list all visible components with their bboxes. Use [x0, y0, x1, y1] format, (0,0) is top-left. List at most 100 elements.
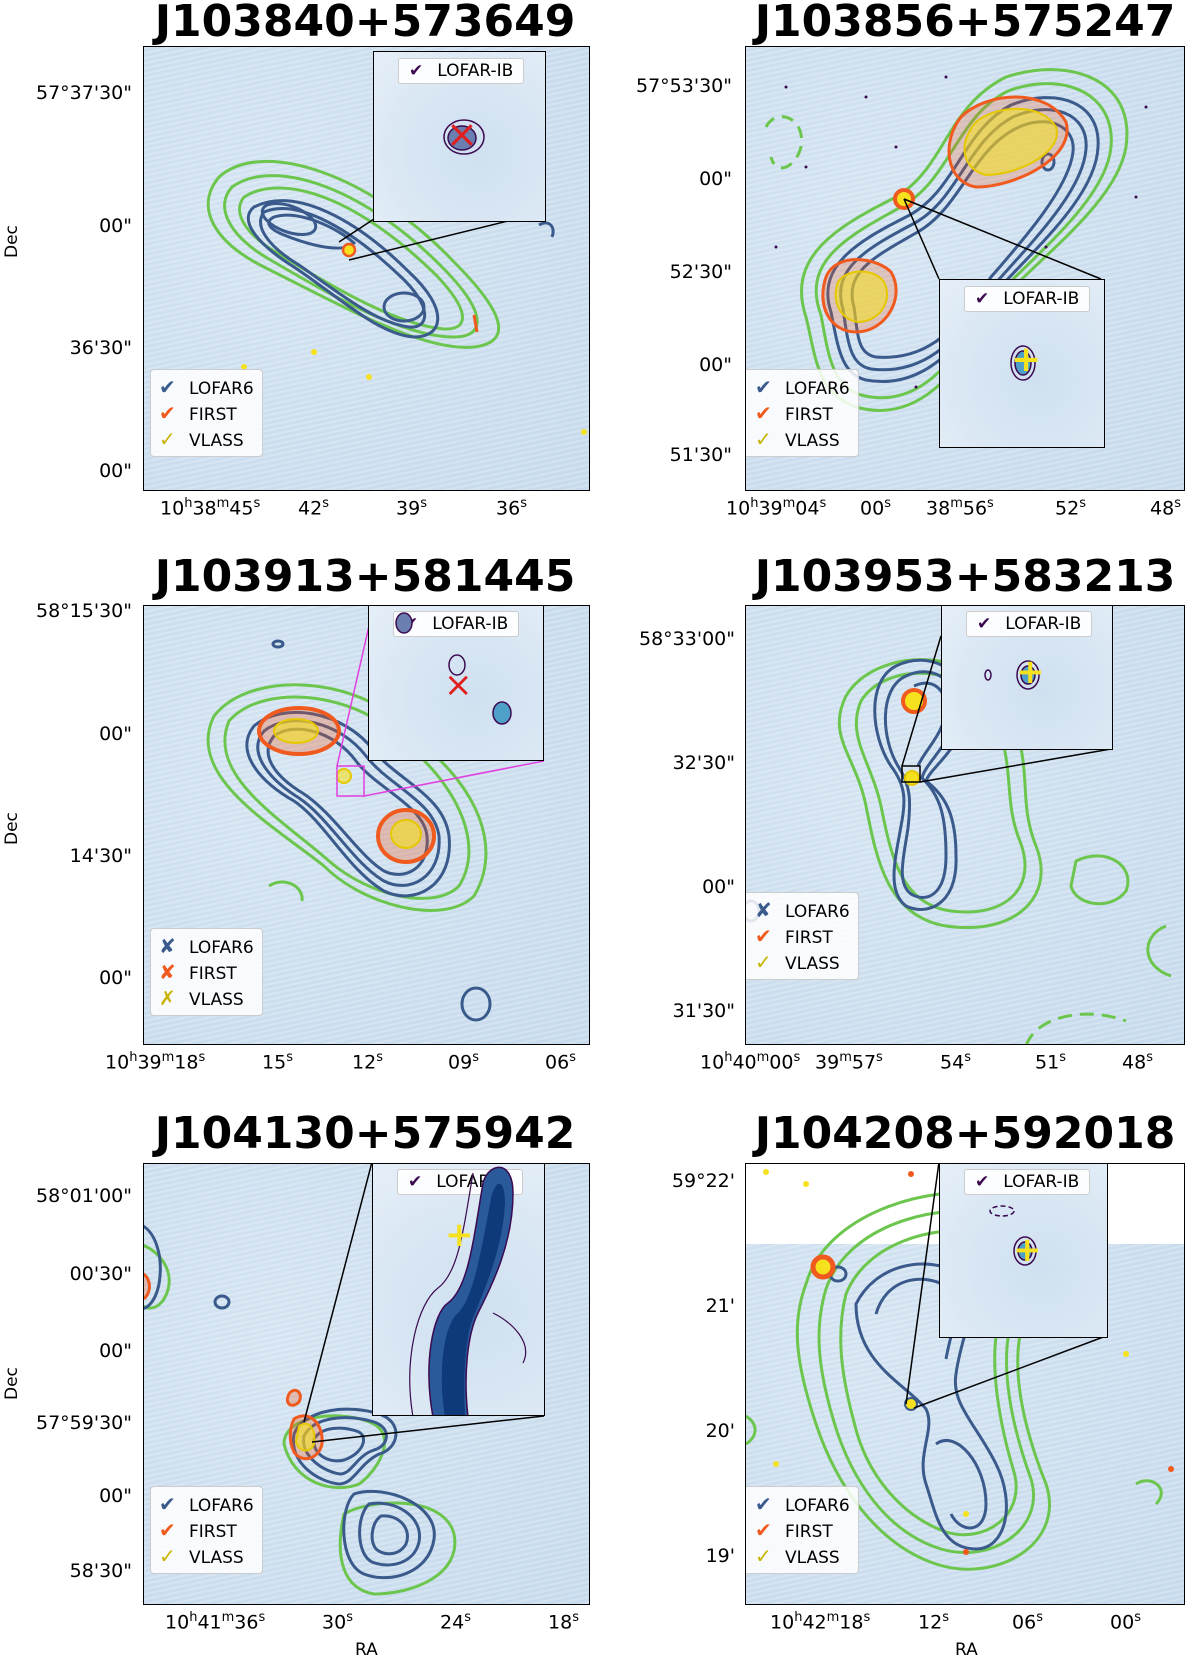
legend-row: ✔ LOFAR6 [159, 374, 254, 400]
legend-row: ✘ LOFAR6 [159, 933, 254, 959]
plus-marker-icon: + [1013, 1230, 1042, 1270]
legend-row: ✔ FIRST [159, 1517, 254, 1543]
contour-overlay [206, 625, 545, 1022]
inset-contours [984, 660, 1040, 690]
legend-row: ✔ LOFAR6 [755, 1491, 850, 1517]
sky-image: ✔ LOFAR-IB + ✔ LOFAR6 ✔ FIRST ✓ VLASS [745, 46, 1185, 491]
ra-tick-label: 51s [1035, 1050, 1066, 1074]
inset-contours [1010, 345, 1036, 381]
legend: ✔ LOFAR6 ✔ FIRST ✓ VLASS [746, 369, 859, 457]
legend-label: VLASS [785, 431, 840, 451]
ra-tick-label: 39s [396, 496, 427, 520]
inset-legend: ✔ LOFAR-IB [964, 286, 1091, 312]
dec-tick-label: 58°15'30" [36, 600, 132, 622]
inset-legend-label: LOFAR-IB [1005, 614, 1082, 634]
inset-contours [443, 119, 485, 155]
cross-icon: ✘ [755, 898, 772, 922]
check-icon: ✔ [755, 1492, 772, 1516]
legend-label: VLASS [189, 1548, 244, 1568]
dec-tick-label: 00" [702, 876, 735, 898]
inset-legend-label: LOFAR-IB [1003, 1172, 1080, 1192]
legend-label: VLASS [785, 1548, 840, 1568]
check-icon: ✓ [159, 1544, 176, 1568]
lofar-ib-inset: ✔ LOFAR-IB + [372, 1164, 545, 1416]
ra-tick-label: 54s [940, 1050, 971, 1074]
legend-label: FIRST [785, 405, 833, 425]
ra-tick-label: 10h42m18s [770, 1610, 871, 1634]
lofar-ib-inset: ✔ LOFAR-IB + [941, 606, 1113, 750]
panel-title: J104208+592018 [754, 1108, 1176, 1159]
dec-tick-label: 00" [99, 460, 132, 482]
check-icon: ✔ [159, 401, 176, 425]
legend: ✘ LOFAR6 ✔ FIRST ✓ VLASS [746, 892, 859, 980]
dec-tick-label: 21' [705, 1295, 735, 1317]
dec-tick-label: 00'30" [69, 1263, 132, 1285]
cross-marker-icon: × [444, 665, 473, 705]
legend-row: ✔ LOFAR6 [159, 1491, 254, 1517]
ra-tick-label: 09s [448, 1050, 479, 1074]
legend-label: LOFAR6 [785, 379, 850, 399]
ra-tick-label: 00s [1110, 1610, 1141, 1634]
legend-label: FIRST [189, 405, 237, 425]
legend-label: FIRST [189, 964, 237, 984]
x-axis-label: RA [955, 1640, 978, 1660]
legend-row: ✓ VLASS [755, 426, 850, 452]
legend-label: FIRST [189, 1522, 237, 1542]
ra-tick-label: 12s [352, 1050, 383, 1074]
check-icon: ✔ [975, 289, 990, 309]
dec-tick-label: 20' [705, 1420, 735, 1442]
legend-row: ✔ FIRST [755, 923, 850, 949]
check-icon: ✔ [409, 61, 424, 81]
legend-row: ✘ LOFAR6 [755, 897, 850, 923]
ra-tick-label: 10h38m45s [160, 496, 261, 520]
inset-legend-label: LOFAR-IB [437, 61, 514, 81]
ra-tick-label: 52s [1055, 496, 1086, 520]
legend: ✔ LOFAR6 ✔ FIRST ✓ VLASS [150, 1486, 263, 1574]
check-icon: ✔ [159, 1492, 176, 1516]
dec-tick-label: 14'30" [69, 845, 132, 867]
inset-legend-label: LOFAR-IB [432, 614, 509, 634]
dec-tick-label: 00" [699, 354, 732, 376]
cross-icon: ✘ [159, 934, 176, 958]
sky-image: ✔ LOFAR-IB × ✔ LOFAR6 ✔ FIRST ✓ VLASS [143, 46, 590, 491]
legend-label: FIRST [785, 1522, 833, 1542]
check-icon: ✔ [977, 614, 992, 634]
legend-label: LOFAR6 [785, 1496, 850, 1516]
legend-row: ✗ VLASS [159, 985, 254, 1011]
check-icon: ✓ [755, 427, 772, 451]
legend-row: ✔ FIRST [755, 1517, 850, 1543]
inset-legend: ✔LOFAR-IB [393, 611, 520, 637]
legend-row: ✔ FIRST [755, 400, 850, 426]
check-icon: ✔ [408, 1172, 423, 1192]
lofar-ib-inset: ✔ LOFAR-IB + [939, 1164, 1108, 1338]
dec-tick-label: 00" [99, 1485, 132, 1507]
legend-label: LOFAR6 [189, 1496, 254, 1516]
ra-tick-label: 48s [1122, 1050, 1153, 1074]
legend-row: ✓ VLASS [159, 1543, 254, 1569]
ra-tick-label: 24s [440, 1610, 471, 1634]
dec-tick-label: 31'30" [672, 1000, 735, 1022]
panel-title: J103953+583213 [754, 551, 1176, 602]
check-icon: ✔ [755, 1518, 772, 1542]
inset-legend: ✔ LOFAR-IB [966, 611, 1093, 637]
dec-tick-label: 57°53'30" [636, 75, 732, 97]
check-icon: ✓ [755, 1544, 772, 1568]
inset-legend-label: LOFAR-IB [1003, 289, 1080, 309]
check-icon: ✓ [755, 950, 772, 974]
dec-tick-label: 58°33'00" [639, 628, 735, 650]
dec-tick-label: 58'30" [69, 1560, 132, 1582]
ra-tick-label: 30s [322, 1610, 353, 1634]
sky-image: ✔ LOFAR-IB + ✔ LOFAR6 ✔ FIRST ✓ VLASS [143, 1163, 590, 1605]
check-icon: ✔ [159, 375, 176, 399]
ra-tick-label: 36s [496, 496, 527, 520]
lofar-ib-inset: ✔ LOFAR-IB × [373, 51, 546, 222]
sky-image: ✔ LOFAR-IB + ✘ LOFAR6 ✔ FIRST ✓ VLASS [745, 605, 1185, 1045]
legend-label: VLASS [785, 954, 840, 974]
panel-title: J103840+573649 [154, 0, 576, 47]
y-axis-label: Dec [2, 812, 22, 845]
x-axis-label: RA [355, 1640, 378, 1660]
ra-tick-label: 38m56s [926, 496, 994, 520]
legend-label: LOFAR6 [785, 902, 850, 922]
ra-tick-label: 00s [860, 496, 891, 520]
dec-tick-label: 00" [99, 723, 132, 745]
